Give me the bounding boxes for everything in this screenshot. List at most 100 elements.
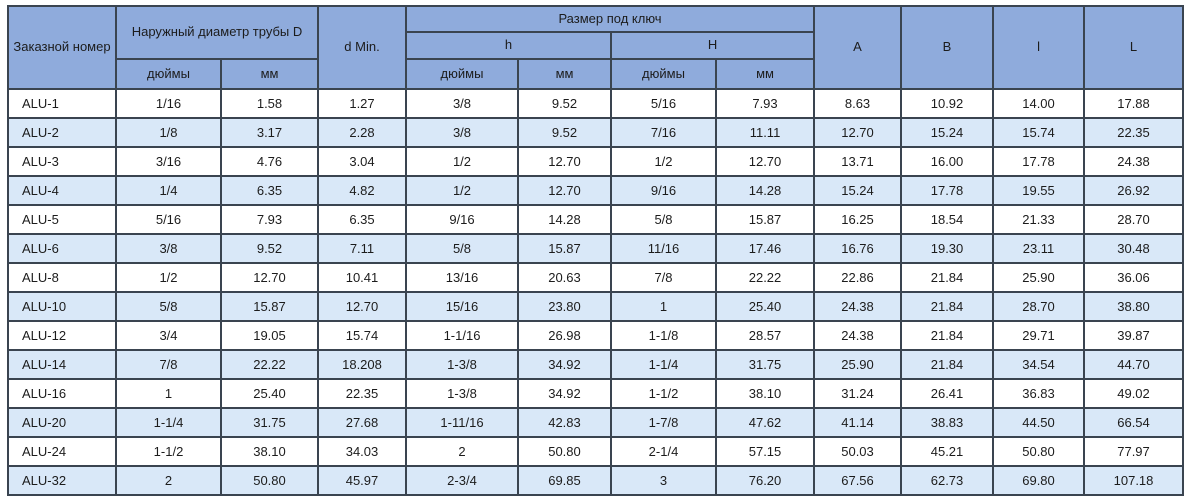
order-number-cell: ALU-14	[7, 349, 117, 380]
value-cell: 17.88	[1083, 88, 1185, 119]
order-number-cell: ALU-2	[7, 117, 117, 148]
value-cell: 50.80	[992, 436, 1086, 467]
table-row: ALU-3 3/16 4.76 3.04 1/2 12.70 1/2 12.70 13.71 16…	[7, 146, 1185, 177]
value-cell: 25.90	[992, 262, 1086, 293]
value-cell: 2-1/4	[610, 436, 717, 467]
value-cell: 28.57	[714, 320, 816, 351]
value-cell: 10.92	[900, 88, 995, 119]
table-row: ALU-1 1/16 1.58 1.27 3/8 9.52 5/16 7.93 8.63 10.9…	[7, 88, 1185, 119]
value-cell: 19.30	[900, 233, 995, 264]
value-cell: 19.05	[220, 320, 319, 351]
header-col-B: B	[900, 5, 995, 90]
value-cell: 23.11	[992, 233, 1086, 264]
table-row: ALU-2 1/8 3.17 2.28 3/8 9.52 7/16 11.11 12.70 15.…	[7, 117, 1185, 148]
value-cell: 16.00	[900, 146, 995, 177]
value-cell: 24.38	[813, 291, 903, 322]
table-row: ALU-16 1 25.40 22.35 1-3/8 34.92 1-1/2 38.10 31.…	[7, 378, 1185, 409]
value-cell: 9.52	[220, 233, 319, 264]
header-col-L-upper: L	[1083, 5, 1185, 90]
value-cell: 7.93	[714, 88, 816, 119]
value-cell: 7/8	[115, 349, 222, 380]
value-cell: 15.24	[813, 175, 903, 206]
value-cell: 7.11	[317, 233, 407, 264]
value-cell: 1/2	[115, 262, 222, 293]
value-cell: 6.35	[220, 175, 319, 206]
value-cell: 15.74	[317, 320, 407, 351]
table-body: ALU-1 1/16 1.58 1.27 3/8 9.52 5/16 7.93 8.63 10.9…	[7, 88, 1185, 496]
value-cell: 24.38	[813, 320, 903, 351]
header-inches-h: дюймы	[405, 58, 519, 90]
value-cell: 38.10	[714, 378, 816, 409]
value-cell: 22.35	[317, 378, 407, 409]
value-cell: 26.92	[1083, 175, 1185, 206]
value-cell: 77.97	[1083, 436, 1185, 467]
value-cell: 15.24	[900, 117, 995, 148]
value-cell: 62.73	[900, 465, 995, 496]
value-cell: 31.75	[220, 407, 319, 438]
value-cell: 66.54	[1083, 407, 1185, 438]
table-row: ALU-14 7/8 22.22 18.208 1-3/8 34.92 1-1/4 31.75…	[7, 349, 1185, 380]
value-cell: 1/4	[115, 175, 222, 206]
value-cell: 34.92	[517, 349, 612, 380]
value-cell: 8.63	[813, 88, 903, 119]
value-cell: 12.70	[220, 262, 319, 293]
table-row: ALU-32 2 50.80 45.97 2-3/4 69.85 3 76.20 67.56 62…	[7, 465, 1185, 496]
value-cell: 9.52	[517, 88, 612, 119]
value-cell: 34.54	[992, 349, 1086, 380]
order-number-cell: ALU-3	[7, 146, 117, 177]
value-cell: 69.85	[517, 465, 612, 496]
value-cell: 25.40	[714, 291, 816, 322]
header-wrench-size: Размер под ключ	[404, 5, 816, 33]
value-cell: 9.52	[517, 117, 612, 148]
value-cell: 3/16	[115, 146, 222, 177]
value-cell: 3	[610, 465, 717, 496]
value-cell: 5/16	[610, 88, 717, 119]
header-d-min: d Min.	[317, 5, 407, 90]
header-mm-h: мм	[517, 58, 612, 90]
value-cell: 50.03	[813, 436, 903, 467]
value-cell: 13.71	[813, 146, 903, 177]
value-cell: 27.68	[317, 407, 407, 438]
value-cell: 25.40	[220, 378, 319, 409]
value-cell: 28.70	[1083, 204, 1185, 235]
value-cell: 22.35	[1083, 117, 1185, 148]
table-row: ALU-12 3/4 19.05 15.74 1-1/16 26.98 1-1/8 28.57…	[7, 320, 1185, 351]
value-cell: 6.35	[317, 204, 407, 235]
value-cell: 7/8	[610, 262, 717, 293]
value-cell: 34.92	[517, 378, 612, 409]
order-number-cell: ALU-12	[7, 320, 117, 351]
value-cell: 26.98	[517, 320, 612, 351]
header-h-lower: h	[405, 31, 612, 60]
value-cell: 41.14	[813, 407, 903, 438]
value-cell: 3/8	[405, 117, 519, 148]
value-cell: 7.93	[220, 204, 319, 235]
header-col-A: A	[813, 5, 903, 90]
value-cell: 45.21	[900, 436, 995, 467]
value-cell: 21.84	[900, 291, 995, 322]
value-cell: 12.70	[714, 146, 816, 177]
value-cell: 1-1/2	[115, 436, 222, 467]
header-h-upper: H	[609, 31, 816, 60]
value-cell: 12.70	[517, 175, 612, 206]
value-cell: 15.74	[992, 117, 1086, 148]
value-cell: 1.27	[317, 88, 407, 119]
order-number-cell: ALU-24	[7, 436, 117, 467]
value-cell: 17.78	[900, 175, 995, 206]
value-cell: 1-1/4	[115, 407, 222, 438]
value-cell: 23.80	[517, 291, 612, 322]
value-cell: 38.80	[1083, 291, 1185, 322]
value-cell: 1-1/2	[610, 378, 717, 409]
value-cell: 2	[405, 436, 519, 467]
value-cell: 47.62	[714, 407, 816, 438]
value-cell: 42.83	[517, 407, 612, 438]
value-cell: 76.20	[714, 465, 816, 496]
value-cell: 17.46	[714, 233, 816, 264]
value-cell: 5/8	[610, 204, 717, 235]
value-cell: 3/8	[405, 88, 519, 119]
value-cell: 44.70	[1083, 349, 1185, 380]
value-cell: 24.38	[1083, 146, 1185, 177]
value-cell: 1/2	[405, 146, 519, 177]
value-cell: 19.55	[992, 175, 1086, 206]
value-cell: 25.90	[813, 349, 903, 380]
